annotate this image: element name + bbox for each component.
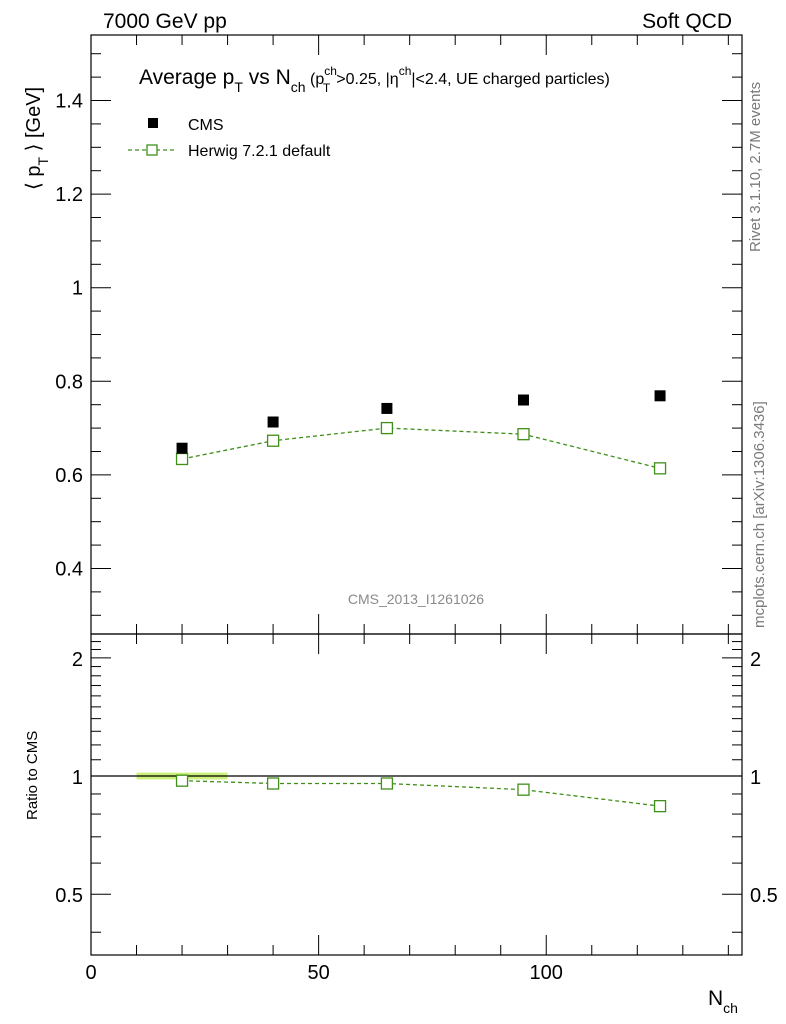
ratio-herwig-point — [653, 799, 667, 813]
title-cut-mid: >0.25, |η — [336, 71, 398, 88]
main-x-axis-ticks — [90, 35, 729, 634]
title-cut-sup: ch — [324, 64, 337, 78]
ratio-herwig-series-line — [182, 780, 661, 807]
ratio-y-tick-label-right: 1 — [750, 767, 761, 789]
x-tick-label: 50 — [307, 962, 329, 984]
ratio-y-tick-labels: 0.5 0.5 1 1 2 2 — [55, 649, 778, 907]
main-y-tick-label: 0.4 — [55, 558, 83, 580]
herwig-markers — [175, 421, 667, 475]
xlabel-sub: ch — [723, 1000, 738, 1016]
title-cut-sub: T — [323, 81, 331, 95]
cms-point — [176, 442, 188, 454]
header-right: Soft QCD — [642, 10, 732, 33]
main-y-tick-label: 0.8 — [55, 371, 83, 393]
title-cut-open: (p — [306, 71, 325, 88]
analysis-label: CMS_2013_I1261026 — [348, 591, 484, 607]
main-y-tick-label: 1 — [72, 278, 83, 300]
ratio-panel: 0.5 0.5 1 1 2 2 0 50 100 Ratio to CMS Nch — [24, 633, 778, 1016]
herwig-point — [517, 428, 530, 441]
chart-title: Average pT vs Nch (pch T >0.25, |ηch|<2.4,… — [139, 64, 610, 95]
rivet-version-label: Rivet 3.1.10, 2.7M events — [747, 82, 764, 252]
cms-point — [654, 390, 666, 402]
title-cut-sup2: ch — [399, 64, 412, 78]
cms-markers — [176, 390, 666, 454]
ratio-plot-frame — [90, 633, 743, 956]
ratio-y-tick-label: 2 — [72, 649, 83, 671]
header-left: 7000 GeV pp — [103, 10, 227, 33]
ratio-herwig-point — [175, 774, 189, 787]
legend-cms-label: CMS — [188, 117, 224, 134]
herwig-series-line — [181, 427, 661, 469]
cms-point — [517, 394, 529, 406]
ratio-y-tick-label: 0.5 — [55, 885, 83, 907]
main-y-tick-label: 0.6 — [55, 465, 83, 487]
title-main-sub: T — [234, 79, 243, 95]
ratio-herwig-point — [266, 777, 280, 790]
legend-cms-marker — [148, 118, 158, 128]
title-vs: vs N — [243, 66, 291, 89]
title-cut-end: |<2.4, UE charged particles) — [411, 71, 609, 88]
ratio-x-axis-ticks — [90, 634, 729, 955]
ratio-y-tick-label-right: 2 — [750, 649, 761, 671]
ylabel-sub: T — [35, 157, 51, 166]
x-tick-label: 0 — [85, 962, 96, 984]
ratio-herwig-point — [517, 783, 530, 796]
main-panel: 0.40.60.811.21.4 Average pT vs Nch (pch T… — [23, 34, 743, 635]
x-tick-labels: 0 50 100 — [85, 962, 562, 984]
x-axis-label: Nch — [708, 987, 738, 1016]
ratio-y-tick-label: 1 — [72, 767, 83, 789]
ylabel-open: ⟨ p — [23, 166, 45, 190]
cms-point — [381, 402, 393, 414]
ylabel-close: ⟩ [GeV] — [23, 87, 45, 157]
main-y-tick-label: 1.2 — [55, 184, 83, 206]
title-vs-sub: ch — [291, 79, 306, 95]
ratio-herwig-line — [182, 780, 661, 807]
ratio-herwig-point — [380, 777, 394, 790]
legend: CMS Herwig 7.2.1 default — [128, 117, 331, 160]
ratio-y-axis-label: Ratio to CMS — [24, 731, 41, 820]
ratio-y-axis-ticks — [91, 641, 742, 933]
main-y-axis-ticks — [91, 53, 742, 616]
legend-herwig-label: Herwig 7.2.1 default — [188, 143, 331, 160]
herwig-point — [175, 452, 189, 466]
xlabel-main: N — [708, 987, 723, 1010]
main-y-tick-label: 1.4 — [55, 91, 83, 113]
herwig-point — [266, 434, 280, 447]
herwig-point — [653, 462, 667, 475]
title-main: Average p — [139, 66, 234, 89]
herwig-point — [380, 421, 394, 435]
x-tick-label: 100 — [530, 962, 563, 984]
mcplots-label: mcplots.cern.ch [arXiv:1306.3436] — [751, 401, 768, 628]
main-y-axis-label: ⟨ pT ⟩ [GeV] — [23, 87, 51, 190]
ratio-herwig-markers — [175, 774, 667, 813]
herwig-line — [181, 427, 661, 469]
cms-point — [267, 416, 279, 428]
legend-herwig-marker — [146, 144, 158, 156]
ratio-y-tick-label-right: 0.5 — [750, 885, 778, 907]
main-y-tick-labels: 0.4 0.6 0.8 1 1.2 1.4 — [55, 91, 83, 581]
